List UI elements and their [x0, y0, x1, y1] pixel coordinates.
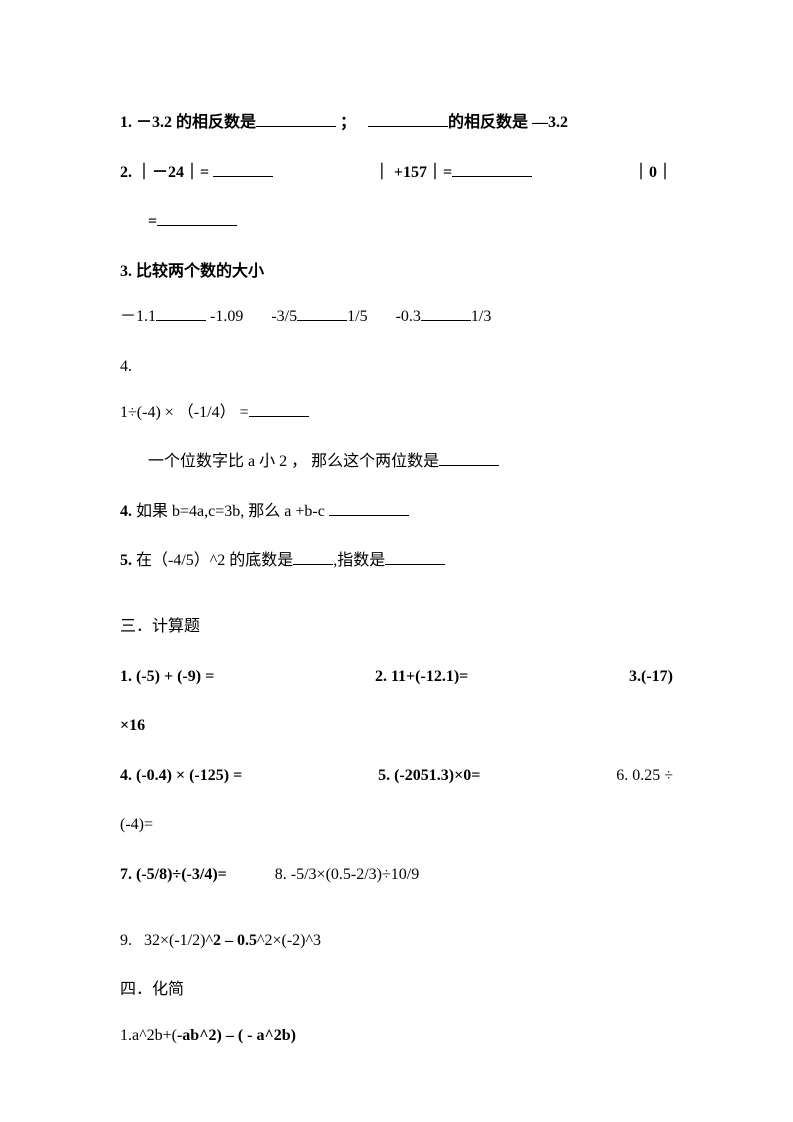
- sec3-row2-cont: (-4)=: [120, 812, 673, 838]
- sec3-r1a: 1. (-5) + (-9) =: [120, 664, 214, 690]
- sec3-row3: 7. (-5/8)÷(-3/4)= 8. -5/3×(0.5-2/3)÷10/9: [120, 862, 673, 888]
- sec3-title: 三．计算题: [120, 618, 200, 635]
- q2-a: ｜－24｜=: [136, 164, 209, 181]
- question-1: 1. －3.2 的相反数是 ； 的相反数是 —3.2: [120, 110, 673, 136]
- q3-title: 比较两个数的大小: [136, 263, 264, 280]
- q3-c1a: －1.1: [120, 308, 156, 325]
- sec3-r4-pre: 9. 32×(-1/2)^2 – 0.5^2×(-2)^3: [120, 932, 321, 949]
- q4-expr: 1÷(-4) × （-1/4） =: [120, 404, 249, 421]
- blank: [439, 450, 499, 466]
- sec3-r2c: 6. 0.25 ÷: [616, 763, 673, 789]
- sec4-q1-text: 1.a^2b+(-ab^2) – ( - a^2b): [120, 1027, 296, 1044]
- q4-num: 4.: [120, 358, 132, 375]
- blank: [329, 500, 409, 516]
- q2-b: ｜ +157｜=: [374, 164, 452, 181]
- q1-post: 的相反数是: [448, 114, 528, 131]
- blank: [421, 305, 471, 321]
- blank: [293, 549, 333, 565]
- sec3-r2c2: (-4)=: [120, 816, 153, 833]
- blank: [452, 161, 532, 177]
- q3-c3b: 1/3: [471, 308, 491, 325]
- question-3-items: －1.1 -1.09 -3/5 1/5 -0.3 1/3: [120, 304, 673, 330]
- q3-c2b: 1/5: [347, 308, 367, 325]
- blank: [297, 305, 347, 321]
- q3-c2a: -3/5: [271, 308, 297, 325]
- q1-pre: －3.2 的相反数是: [136, 114, 256, 131]
- q1-mid: ；: [340, 114, 356, 131]
- sec3-r3a: 7. (-5/8)÷(-3/4)=: [120, 866, 227, 883]
- q4-sub2-num: 4.: [120, 503, 132, 520]
- q1-tail: —3.2: [532, 114, 568, 131]
- q3-c3a: -0.3: [396, 308, 421, 325]
- q3-num: 3.: [120, 263, 132, 280]
- q4-sub2: 如果 b=4a,c=3b, 那么 a +b-c: [136, 503, 325, 520]
- q2-num: 2.: [120, 164, 132, 181]
- blank: [256, 111, 336, 127]
- sec4-title: 四．化简: [120, 981, 184, 998]
- sec3-row1-cont: ×16: [120, 713, 673, 739]
- q4-sub3-pre: 在（-4/5）^2 的底数是: [136, 552, 293, 569]
- question-4-sub3: 5. 在（-4/5）^2 的底数是 ,指数是: [120, 548, 673, 574]
- sec3-r1c: 3.(-17): [629, 664, 673, 690]
- question-4-num: 4.: [120, 354, 673, 380]
- q4-sub1: 一个位数字比 a 小 2 ， 那么这个两位数是: [148, 453, 439, 470]
- sec3-r1c2: ×16: [120, 717, 145, 734]
- sec3-r2a: 4. (-0.4) × (-125) =: [120, 763, 242, 789]
- question-2-line2: =: [120, 209, 673, 235]
- q4-sub3-num: 5.: [120, 552, 132, 569]
- q1-num: 1.: [120, 114, 132, 131]
- blank: [157, 210, 237, 226]
- section-4-title: 四．化简: [120, 977, 673, 1003]
- blank: [249, 401, 309, 417]
- blank: [213, 161, 273, 177]
- question-3-title: 3. 比较两个数的大小: [120, 259, 673, 285]
- question-4-sub2: 4. 如果 b=4a,c=3b, 那么 a +b-c: [120, 499, 673, 525]
- q3-c1b: -1.09: [210, 308, 243, 325]
- sec3-r3b: 8. -5/3×(0.5-2/3)÷10/9: [275, 866, 419, 883]
- q2-d: =: [148, 213, 157, 230]
- sec3-row2: 4. (-0.4) × (-125) = 5. (-2051.3)×0= 6. …: [120, 763, 673, 789]
- blank: [385, 549, 445, 565]
- section-3-title: 三．计算题: [120, 614, 673, 640]
- q2-c: ｜0｜: [633, 164, 673, 181]
- sec4-q1: 1.a^2b+(-ab^2) – ( - a^2b): [120, 1023, 673, 1049]
- question-4-sub1: 一个位数字比 a 小 2 ， 那么这个两位数是: [120, 449, 673, 475]
- q4-sub3-mid: ,指数是: [333, 552, 385, 569]
- sec3-row4: 9. 32×(-1/2)^2 – 0.5^2×(-2)^3: [120, 928, 673, 954]
- question-2-line1: 2. ｜－24｜= ｜ +157｜= ｜0｜: [120, 160, 673, 186]
- blank: [156, 305, 206, 321]
- question-4-expr: 1÷(-4) × （-1/4） =: [120, 400, 673, 426]
- blank: [368, 111, 448, 127]
- sec3-r1b: 2. 11+(-12.1)=: [375, 664, 468, 690]
- sec3-row1: 1. (-5) + (-9) = 2. 11+(-12.1)= 3.(-17): [120, 664, 673, 690]
- sec3-r2b: 5. (-2051.3)×0=: [378, 763, 480, 789]
